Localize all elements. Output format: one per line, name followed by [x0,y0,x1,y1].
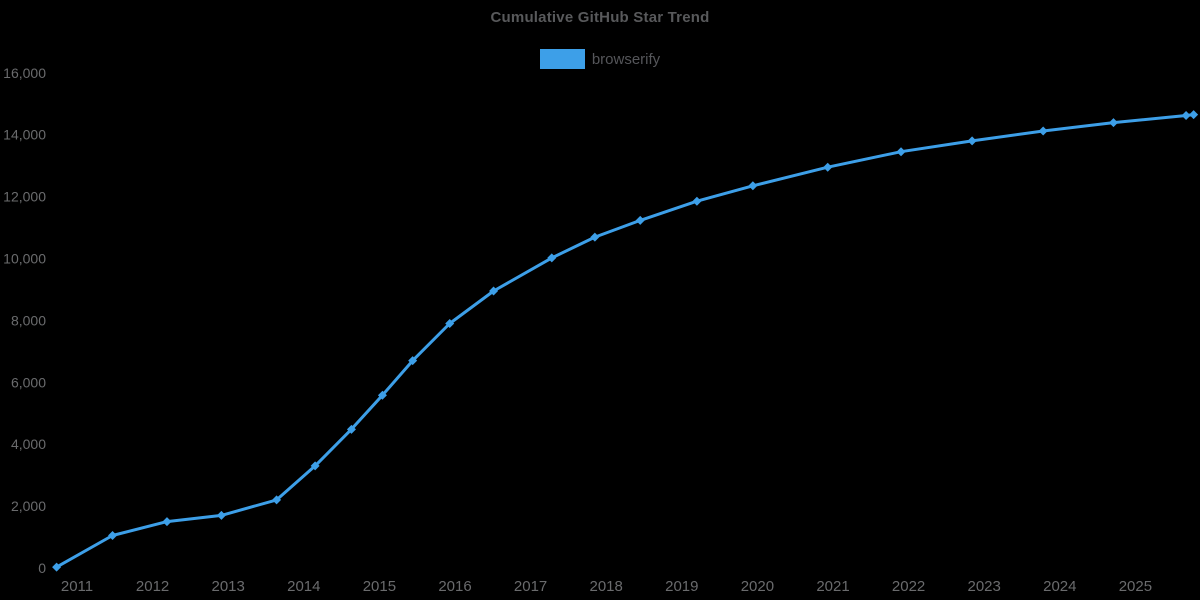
x-tick-label: 2013 [212,578,245,595]
data-point-marker [216,510,226,520]
data-point-marker [408,356,418,366]
x-tick-label: 2012 [136,578,169,595]
data-point-marker [896,147,906,157]
data-point-marker [692,196,702,206]
x-tick-label: 2015 [363,578,396,595]
data-point-marker [748,181,758,191]
x-tick-label: 2014 [287,578,320,595]
chart-title: Cumulative GitHub Star Trend [490,9,710,26]
x-tick-label: 2025 [1119,578,1152,595]
data-point-marker [1181,111,1191,121]
data-point-marker [445,318,455,328]
data-point-marker [162,517,172,527]
y-tick-label: 14,000 [3,127,46,143]
legend-item-browserify[interactable]: browserify [0,49,1200,69]
data-point-marker [1038,126,1048,136]
y-tick-label: 2,000 [11,498,46,514]
y-tick-label: 8,000 [11,312,46,328]
x-tick-label: 2021 [816,578,849,595]
x-tick-label: 2017 [514,578,547,595]
data-point-marker [547,253,557,263]
data-point-marker [1189,110,1199,120]
x-tick-label: 2024 [1043,578,1076,595]
data-point-marker [272,495,282,505]
data-point-marker [52,562,62,572]
y-tick-label: 6,000 [11,374,46,390]
x-tick-label: 2018 [590,578,623,595]
x-tick-label: 2023 [968,578,1001,595]
y-tick-label: 4,000 [11,436,46,452]
y-tick-label: 12,000 [3,189,46,205]
y-tick-label: 10,000 [3,251,46,267]
x-tick-label: 2022 [892,578,925,595]
data-point-marker [1108,118,1118,128]
trend-line [55,113,1196,569]
y-tick-label: 16,000 [3,65,46,81]
data-point-marker [967,136,977,146]
data-point-marker [108,531,118,541]
data-point-marker [590,232,600,242]
x-tick-label: 2019 [665,578,698,595]
data-point-marker [823,162,833,172]
legend-swatch-icon [539,49,585,69]
data-point-marker [635,215,645,225]
data-point-marker [346,424,356,434]
data-point-marker [377,390,387,400]
legend-label: browserify [591,50,661,68]
x-tick-label: 2020 [741,578,774,595]
y-tick-label: 0 [38,560,46,576]
data-point-marker [310,461,320,471]
x-tick-label: 2011 [61,578,93,595]
data-point-marker [489,286,499,296]
x-tick-label: 2016 [438,578,471,595]
